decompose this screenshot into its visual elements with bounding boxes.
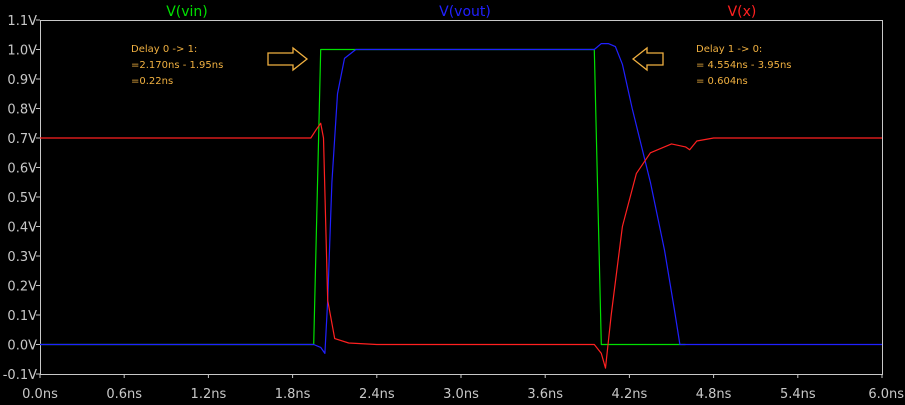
y-tick-label: 0.7V: [7, 132, 37, 147]
annotation-fall-line-1: Delay 1 -> 0:: [696, 44, 762, 55]
arrow-right-icon: [267, 46, 309, 72]
y-tick-label: 0.0V: [7, 339, 37, 354]
x-tick-label: 0.0ns: [22, 387, 58, 402]
x-tick-label: 3.0ns: [443, 387, 479, 402]
y-tick-label: 1.1V: [7, 14, 37, 29]
y-tick-label: 0.2V: [7, 280, 37, 295]
legend-vout[interactable]: V(vout): [439, 4, 491, 20]
x-tick-label: 4.8ns: [696, 387, 732, 402]
annotation-rise-delay: Delay 0 -> 1: =2.170ns - 1.95ns =0.22ns: [131, 44, 223, 87]
y-tick-label: 0.8V: [7, 103, 37, 118]
plot-traces: [40, 43, 882, 369]
x-axis: 0.0ns 0.6ns 1.2ns 1.8ns 2.4ns 3.0ns 3.6ns 4.2ns…: [22, 374, 904, 402]
x-tick-label: 0.6ns: [106, 387, 142, 402]
annotation-fall-line-2: = 4.554ns - 3.95ns: [696, 60, 792, 71]
y-tick-label: 0.6V: [7, 162, 37, 177]
y-tick-label: 0.5V: [7, 191, 37, 206]
annotation-rise-line-3: =0.22ns: [131, 76, 173, 87]
x-tick-label: 4.2ns: [612, 387, 648, 402]
x-tick-label: 6.0ns: [868, 387, 904, 402]
y-tick-label: 0.1V: [7, 309, 37, 324]
series-line-0: [40, 48, 686, 346]
series-line-2: [40, 122, 882, 369]
x-tick-label: 5.4ns: [780, 387, 816, 402]
x-tick-label: 1.2ns: [191, 387, 227, 402]
y-tick-label: 0.9V: [7, 73, 37, 88]
y-tick-label: 0.4V: [7, 221, 37, 236]
x-tick-label: 1.8ns: [275, 387, 311, 402]
series-line-1: [40, 43, 882, 354]
x-tick-label: 2.4ns: [359, 387, 395, 402]
y-tick-label: 1.0V: [7, 44, 37, 59]
annotation-rise-line-2: =2.170ns - 1.95ns: [131, 60, 223, 71]
legend-vx[interactable]: V(x): [728, 4, 757, 20]
annotation-fall-delay: Delay 1 -> 0: = 4.554ns - 3.95ns = 0.604…: [696, 44, 792, 87]
legend-vin[interactable]: V(vin): [166, 4, 208, 20]
plot-frame: [40, 20, 883, 375]
arrow-left-icon: [631, 46, 664, 72]
y-axis: 1.1V 1.0V 0.9V 0.8V 0.7V 0.6V 0.5V 0.4V 0.3V 0.2V…: [3, 14, 40, 383]
y-tick-label: 0.3V: [7, 250, 37, 265]
x-tick-label: 3.6ns: [527, 387, 563, 402]
annotation-fall-line-3: = 0.604ns: [696, 76, 748, 87]
y-tick-label: -0.1V: [3, 368, 37, 383]
annotation-rise-line-1: Delay 0 -> 1:: [131, 44, 197, 55]
